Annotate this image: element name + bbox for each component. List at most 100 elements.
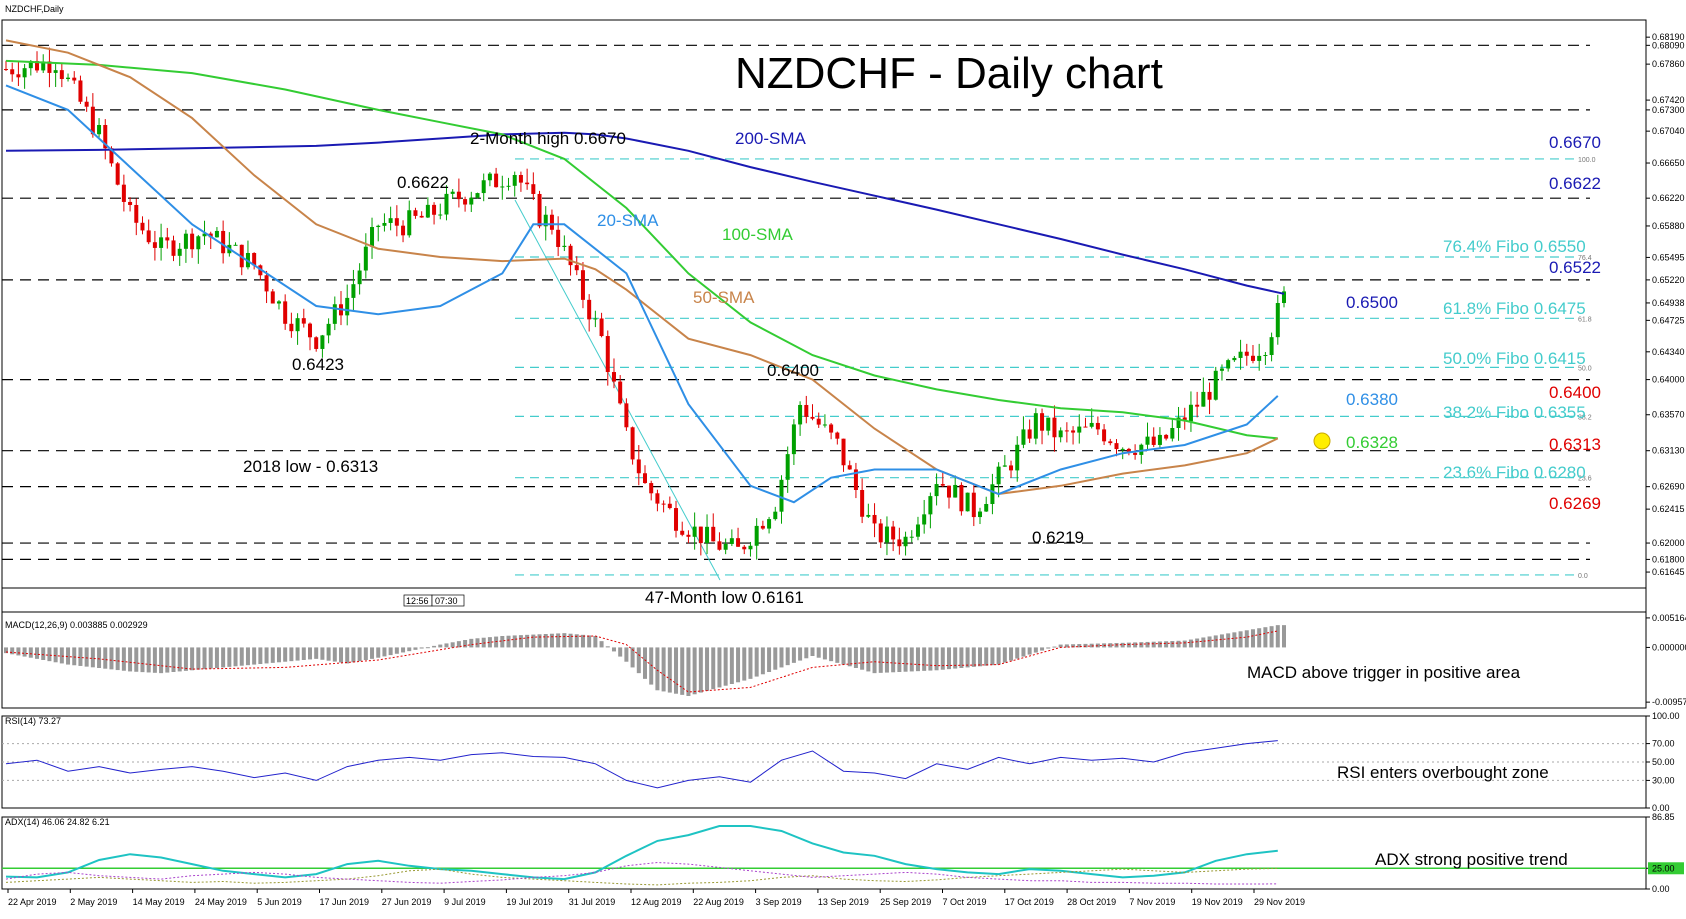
macd-bar [363,647,368,660]
price-tick-label: 0.62000 [1652,538,1685,548]
macd-bar [1002,647,1007,663]
macd-bar [1015,647,1020,659]
candle-body [1114,443,1119,450]
price-tick-label: 0.67420 [1652,95,1685,105]
annotation-fibo-38: 38.2% Fibo 0.6355 [1443,403,1586,422]
annotation-r-0-6328: 0.6328 [1346,433,1398,452]
macd-bar [537,634,542,648]
candle-body [121,184,126,202]
candle-body [729,538,734,544]
sma-cross-marker [1313,432,1331,450]
macd-bar [1188,639,1193,648]
sma-line-100-sma [5,59,1278,440]
candle-body [450,191,455,194]
annotation-0-6400: 0.6400 [767,361,819,380]
macd-bar [1058,644,1063,648]
macd-bar [4,647,8,654]
candle-body [1046,417,1051,431]
time-tick-label: 12 Aug 2019 [631,897,682,907]
di-plus-line [5,867,1278,886]
macd-bar [35,647,40,659]
candle-body [177,248,182,256]
candle-body [1269,337,1274,356]
candle-body [438,214,443,216]
price-tick-label: 0.65220 [1652,275,1685,285]
macd-bar [419,647,424,649]
annotation-fibo-50: 50.0% Fibo 0.6415 [1443,349,1586,368]
macd-bar [1052,646,1057,648]
macd-bar [109,647,114,670]
price-tick-label: 0.64340 [1652,347,1685,357]
candle-body [270,291,275,304]
annotation-fibo-61: 61.8% Fibo 0.6475 [1443,299,1586,318]
macd-bar [1232,632,1237,648]
candle-body [196,236,201,250]
macd-bar [674,647,679,694]
candle-body [1170,427,1175,439]
macd-bar [214,647,219,668]
macd-bar [723,647,728,686]
candle-body [562,245,567,247]
macd-bar [978,647,983,667]
candle-body [537,193,542,227]
macd-bar [1139,642,1144,648]
macd-bar [624,647,629,662]
candle-body [636,459,641,474]
macd-bar [339,647,344,663]
annotation-r-0-6313: 0.6313 [1549,435,1601,454]
rsi-tick-label: 100.00 [1652,711,1680,721]
candle-body [394,218,399,226]
candle-body [1002,465,1007,467]
candle-body [59,70,64,79]
candle-body [971,492,976,518]
chart-title: NZDCHF - Daily chart [735,49,1163,98]
candle-body [1263,355,1268,357]
horizontal-levels [2,44,1590,560]
macd-bar [909,647,914,672]
macd-bar [742,647,747,681]
candle-body [1213,370,1218,400]
fibo-ratio-label: 61.8 [1578,316,1592,323]
macd-bar [1282,625,1286,648]
macd-bar [835,647,840,663]
macd-tick-label: 0.000000 [1652,642,1686,652]
price-tick-label: 0.68190 [1652,32,1685,42]
candle-body [928,496,933,515]
macd-bar [66,647,71,665]
main-panel-frame [1,19,1647,589]
candle-body [202,233,207,237]
price-tick-label: 0.61645 [1652,567,1685,577]
candle-body [674,508,679,531]
candle-body [767,519,772,529]
macd-bar [736,647,741,683]
candle-body [1244,351,1249,356]
candle-body [984,504,989,512]
macd-bar [643,647,647,679]
macd-panel: 0.005164 0.000000 -0.009575 [4,613,1686,707]
candle-body [90,106,95,135]
adx-tick-label: 0.00 [1652,884,1670,894]
macd-bar [903,647,908,672]
macd-bar [159,647,164,674]
candle-body [810,416,815,419]
candle-body [183,233,188,249]
macd-bar [1151,641,1156,648]
macd-bar [301,647,306,660]
macd-bar [767,647,772,672]
macd-bar [134,647,139,672]
macd-bar [934,647,939,671]
time-tick-label: 19 Nov 2019 [1192,897,1243,907]
macd-bar [611,647,616,652]
candle-body [22,68,27,78]
candle-body [667,503,672,509]
candle-body [829,424,834,433]
candle-body [301,318,306,324]
annotation-0-6622: 0.6622 [397,173,449,192]
macd-bar [97,647,102,668]
candle-body [357,270,362,285]
candle-body [593,318,598,320]
macd-bar [996,647,1001,665]
candle-body [115,163,120,185]
candle-body [252,252,257,266]
candle-body [773,511,778,520]
